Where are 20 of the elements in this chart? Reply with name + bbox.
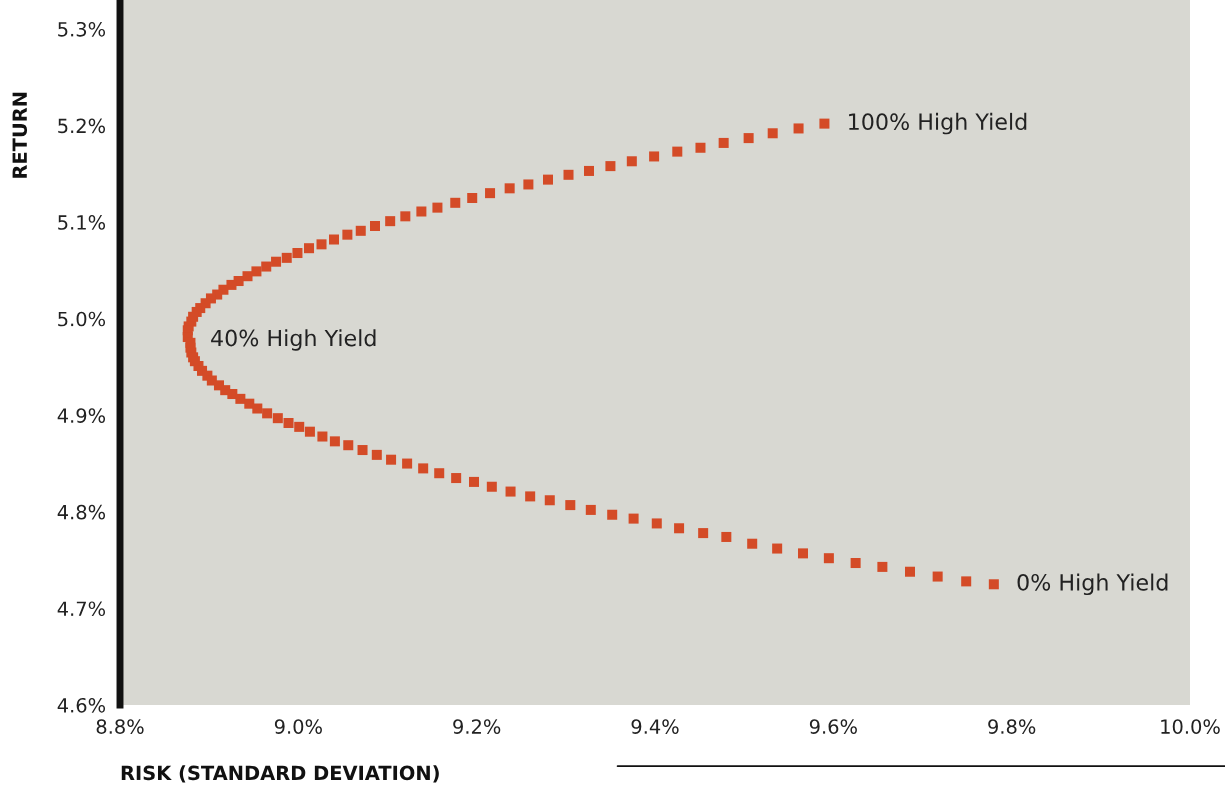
y-tick-label: 5.0% (58, 311, 106, 327)
x-tick-label: 9.0% (274, 719, 322, 734)
x-tick-label: 10.0% (1161, 719, 1220, 734)
y-tick-label: 4.6% (57, 697, 106, 713)
x-tick-label: 9.2% (453, 719, 501, 734)
annotation: 0% High Yield (1017, 573, 1168, 596)
y-tick-label: 5.1% (58, 215, 106, 230)
y-tick-label: 4.8% (57, 504, 106, 520)
x-tick-label: 9.6% (809, 719, 857, 734)
y-tick-label: 5.2% (58, 118, 106, 134)
x-tick-label: 9.4% (631, 719, 679, 734)
annotation: 100% High Yield (849, 112, 1027, 135)
y-tick-label: 4.9% (57, 408, 106, 423)
x-tick-label: 8.8% (96, 719, 144, 734)
x-axis-title: RISK (STANDARD DEVIATION) (121, 765, 439, 783)
y-tick-label: 4.7% (57, 601, 106, 617)
y-tick-label: 5.3% (58, 21, 106, 37)
x-tick-label: 9.8% (988, 719, 1036, 734)
y-axis-title: RETURN (12, 92, 28, 178)
annotation: 40% High Yield (211, 329, 376, 351)
